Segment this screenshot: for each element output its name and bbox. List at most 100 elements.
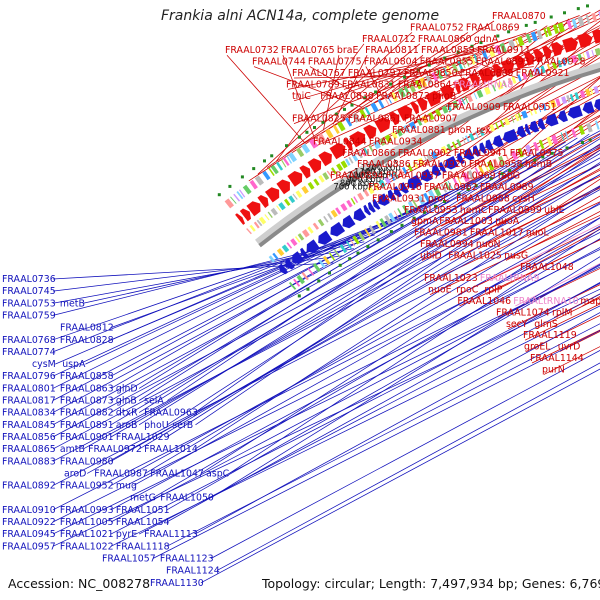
forward-feature-label[interactable]: FRAAL0994 [420,239,474,250]
reverse-feature-label[interactable]: FRAAL0745 [2,286,56,297]
forward-feature-label[interactable]: FRAAL0789 [286,79,340,90]
reverse-feature-label[interactable]: FRAAL0856 [2,432,56,443]
forward-feature-label[interactable]: FRAAL0981 [414,228,468,239]
reverse-feature-label[interactable]: aroB [116,420,138,431]
forward-feature-label[interactable]: FRAAL1023 [424,273,478,284]
reverse-feature-label[interactable]: FRAAL1124 [166,566,220,577]
forward-feature-label[interactable]: FRAAL0765 [281,45,335,56]
reverse-feature-label[interactable]: FRAAL0796 [2,371,56,382]
forward-feature-label[interactable]: FRAAL0872 [376,91,430,102]
reverse-feature-label[interactable]: FRAAL0882 [60,408,114,419]
reverse-feature-label[interactable]: FRAAL1022 [60,541,114,552]
forward-feature-label[interactable]: rplP [484,285,502,296]
forward-feature-label[interactable]: gdnA [474,34,499,45]
forward-feature-label[interactable]: FRAAL0937 [386,171,440,182]
forward-feature-label[interactable]: FRAAL0866 [342,148,396,159]
reverse-feature-label[interactable]: FRAAL1051 [116,505,170,516]
forward-feature-label[interactable]: FRAAL0752 [410,22,464,33]
forward-feature-label[interactable]: FRAAL0844 [313,136,367,147]
forward-feature-label[interactable]: nuoL [526,228,550,239]
forward-feature-label[interactable]: FRAAL0797 [348,68,402,79]
reverse-feature-label[interactable]: FRAAL0892 [2,481,56,492]
reverse-feature-label[interactable]: mug [116,481,137,492]
reverse-feature-label[interactable]: FRAAL0828 [60,335,114,346]
reverse-feature-label[interactable]: FRAAL0736 [2,274,56,285]
forward-feature-label[interactable]: rpoC [456,285,479,296]
forward-feature-label[interactable]: FRAALtRNA10 [513,296,578,307]
reverse-feature-label[interactable]: FRAAL1130 [150,578,204,589]
reverse-feature-label[interactable]: glnB [116,396,137,407]
reverse-feature-label[interactable]: aroD [64,468,86,479]
forward-feature-label[interactable]: fabG [498,171,520,182]
reverse-feature-label[interactable]: FRAAL1057 [102,554,156,565]
forward-feature-label[interactable]: FRAAL0831 [342,79,396,90]
forward-feature-label[interactable]: FRAAL0969 [442,171,496,182]
reverse-feature-label[interactable]: aspC [206,468,230,479]
forward-feature-label[interactable]: groEL [524,342,551,353]
reverse-feature-label[interactable]: FRAAL0993 [60,505,114,516]
forward-feature-label[interactable]: FRAAL0886 [357,159,411,170]
forward-feature-label[interactable]: FRAAL0916 [368,182,422,193]
forward-feature-label[interactable]: hemB [525,159,552,170]
forward-feature-label[interactable]: FRAAL0934 [369,136,423,147]
reverse-feature-label[interactable]: FRAAL1047 [150,468,204,479]
forward-feature-label[interactable]: FRAAL0909 [447,102,501,113]
reverse-feature-label[interactable]: FRAAL0980 [60,456,114,467]
forward-feature-label[interactable]: FRAAL0855 [420,57,474,68]
reverse-feature-label[interactable]: uspA [62,359,86,370]
forward-feature-label[interactable]: FRAAL1025 [448,250,502,261]
reverse-feature-label[interactable]: FRAAL0759 [2,310,56,321]
forward-feature-label[interactable]: FRAAL0920 [413,159,467,170]
reverse-feature-label[interactable]: FRAAL1005 [60,517,114,528]
forward-feature-label[interactable]: FRAAL0999 [488,205,542,216]
reverse-feature-label[interactable]: FRAAL1029 [116,432,170,443]
forward-feature-label[interactable]: FRAAL0953 [404,205,458,216]
forward-feature-label[interactable]: FRAAL0825 [292,114,346,125]
forward-feature-label[interactable]: FRAAL0988 [456,193,510,204]
forward-feature-label[interactable]: FRAAL0951 [503,102,557,113]
forward-feature-label[interactable]: FRAALtRNA9 [480,273,539,284]
forward-feature-label[interactable]: FRAAL1119 [523,330,577,341]
reverse-feature-label[interactable]: phoU [144,420,169,431]
forward-feature-label[interactable]: gpmA [411,216,439,227]
forward-feature-label[interactable]: FRAALtRNA8 [454,79,513,90]
reverse-feature-label[interactable]: FRAAL0768 [2,335,56,346]
forward-feature-label[interactable]: FRAAL0928 [532,57,586,68]
forward-feature-label[interactable]: FRAAL0861 [348,114,402,125]
forward-feature-label[interactable]: cysH [512,193,535,204]
reverse-feature-label[interactable]: FRAAL1054 [116,517,170,528]
forward-feature-label[interactable]: FRAAL1074 [496,307,550,318]
reverse-feature-label[interactable]: FRAAL0753 [2,298,56,309]
forward-feature-label[interactable]: FRAAL0881 [392,125,446,136]
forward-feature-label[interactable]: FRAAL0902 [398,148,452,159]
forward-feature-label[interactable]: rex [476,125,491,136]
forward-feature-label[interactable]: uvrD [558,342,581,353]
forward-feature-label[interactable]: FRAAL0775 [308,57,362,68]
forward-feature-label[interactable]: FRAAL1046 [457,296,511,307]
forward-feature-label[interactable]: FRAAL0804 [364,57,418,68]
forward-feature-label[interactable]: FRAAL0975 [510,148,564,159]
forward-feature-label[interactable]: FRAAL0921 [516,68,570,79]
reverse-feature-label[interactable]: FRAAL0987 [94,468,148,479]
reverse-feature-label[interactable]: metB [60,298,85,309]
forward-feature-label[interactable]: FRAAL1017 [470,228,524,239]
forward-feature-label[interactable]: secY [506,319,528,330]
forward-feature-label[interactable]: nuoN [476,239,501,250]
reverse-feature-label[interactable]: FRAAL0922 [2,517,56,528]
forward-feature-label[interactable]: FRAAL0830 [320,91,374,102]
forward-feature-label[interactable]: FRAAL0744 [252,57,306,68]
forward-feature-label[interactable]: phoB [432,91,456,102]
forward-feature-label[interactable]: nuoA [495,216,520,227]
reverse-feature-label[interactable]: dtxR [116,408,138,419]
reverse-feature-label[interactable]: pyrE [116,529,137,540]
reverse-feature-label[interactable]: FRAAL1014 [144,444,198,455]
reverse-feature-label[interactable]: FRAAL0963 [144,408,198,419]
forward-feature-label[interactable]: proC [428,193,450,204]
reverse-feature-label[interactable]: FRAAL0901 [60,432,114,443]
forward-feature-label[interactable]: FRAAL0811 [365,45,419,56]
forward-feature-label[interactable]: FRAAL0889 [460,68,514,79]
reverse-feature-label[interactable]: FRAAL1021 [60,529,114,540]
reverse-feature-label[interactable]: amtB [60,444,85,455]
forward-feature-label[interactable]: nuoE [428,285,452,296]
reverse-feature-label[interactable]: FRAAL0817 [2,396,56,407]
